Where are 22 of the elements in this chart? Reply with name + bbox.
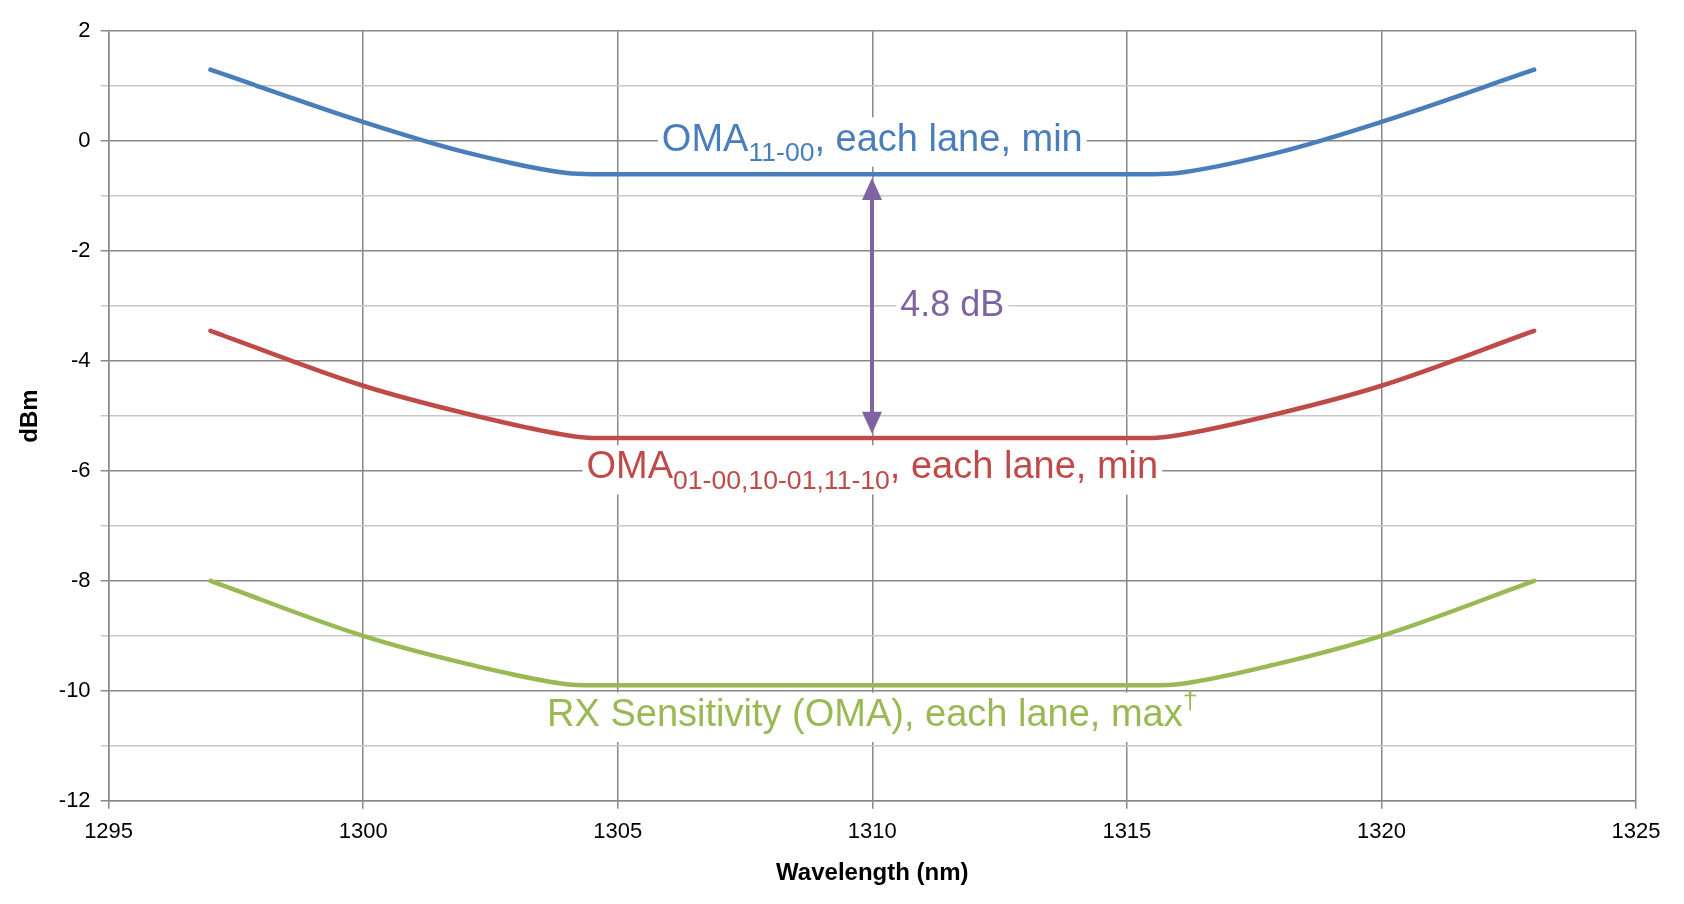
annotation: 4.8 dB <box>900 282 1005 324</box>
x-tick-label: 1300 <box>338 818 388 844</box>
line-series <box>208 578 1537 688</box>
y-tick-label: -2 <box>71 237 91 263</box>
series-label: RX Sensitivity (OMA), each lane, max† <box>547 685 1198 734</box>
y-tick-label: -8 <box>71 566 91 592</box>
x-tick-label: 1305 <box>593 818 643 844</box>
y-tick-label: -12 <box>58 786 91 812</box>
y-tick-label: -10 <box>58 676 91 702</box>
line-series <box>208 328 1537 441</box>
y-tick-label: 0 <box>78 127 91 153</box>
x-tick-label: 1295 <box>84 818 134 844</box>
x-tick-label: 1320 <box>1356 818 1406 844</box>
x-tick-label: 1315 <box>1102 818 1152 844</box>
y-tick-label: -4 <box>71 347 91 373</box>
x-tick-label: 1310 <box>847 818 897 844</box>
line-series <box>208 67 1537 177</box>
y-tick-label: -6 <box>71 457 91 483</box>
y-tick-label: 2 <box>78 17 91 43</box>
y-axis-title: dBm <box>15 389 43 443</box>
x-axis-title: Wavelength (nm) <box>776 858 969 886</box>
x-tick-label: 1325 <box>1611 818 1661 844</box>
